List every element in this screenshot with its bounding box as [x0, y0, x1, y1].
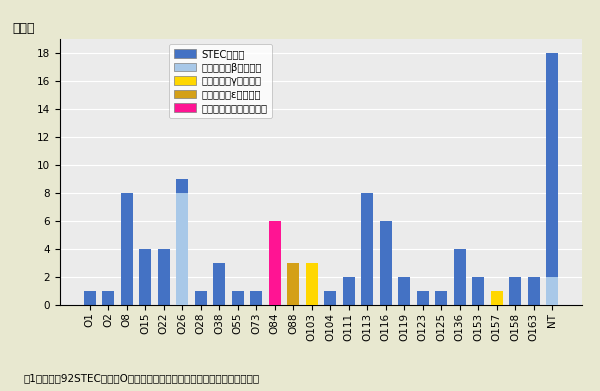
Bar — [158, 249, 170, 305]
Bar — [546, 53, 558, 305]
Bar — [491, 291, 503, 305]
Bar — [417, 291, 429, 305]
Bar — [546, 277, 558, 305]
Bar — [324, 291, 336, 305]
Bar — [287, 263, 299, 305]
Bar — [250, 291, 262, 305]
Bar — [343, 277, 355, 305]
Text: 図1　牛由来92STEC菌株のO群血清型分布と各種インチミン遣伝子保有状況: 図1 牛由来92STEC菌株のO群血清型分布と各種インチミン遣伝子保有状況 — [24, 373, 260, 383]
Bar — [472, 277, 484, 305]
Bar — [195, 291, 207, 305]
Bar — [306, 263, 318, 305]
Bar — [213, 263, 225, 305]
Bar — [232, 291, 244, 305]
Bar — [176, 179, 188, 305]
Bar — [176, 193, 188, 305]
Bar — [139, 249, 151, 305]
Bar — [306, 263, 318, 305]
Bar — [361, 193, 373, 305]
Bar — [528, 277, 540, 305]
Bar — [84, 291, 96, 305]
Bar — [380, 221, 392, 305]
Bar — [454, 249, 466, 305]
Bar — [102, 291, 114, 305]
Bar — [509, 277, 521, 305]
Bar — [435, 291, 447, 305]
Bar — [269, 221, 281, 305]
Text: 菌株数: 菌株数 — [12, 22, 35, 35]
Bar — [398, 277, 410, 305]
Bar — [491, 291, 503, 305]
Legend: STEC菌株数, インチミンβ型菌株数, インチミンγ型菌株数, インチミンε型菌株数, インチミン不明型菌株数: STEC菌株数, インチミンβ型菌株数, インチミンγ型菌株数, インチミンε型… — [169, 44, 272, 118]
Bar — [121, 193, 133, 305]
Bar — [269, 221, 281, 305]
Bar — [287, 291, 299, 305]
